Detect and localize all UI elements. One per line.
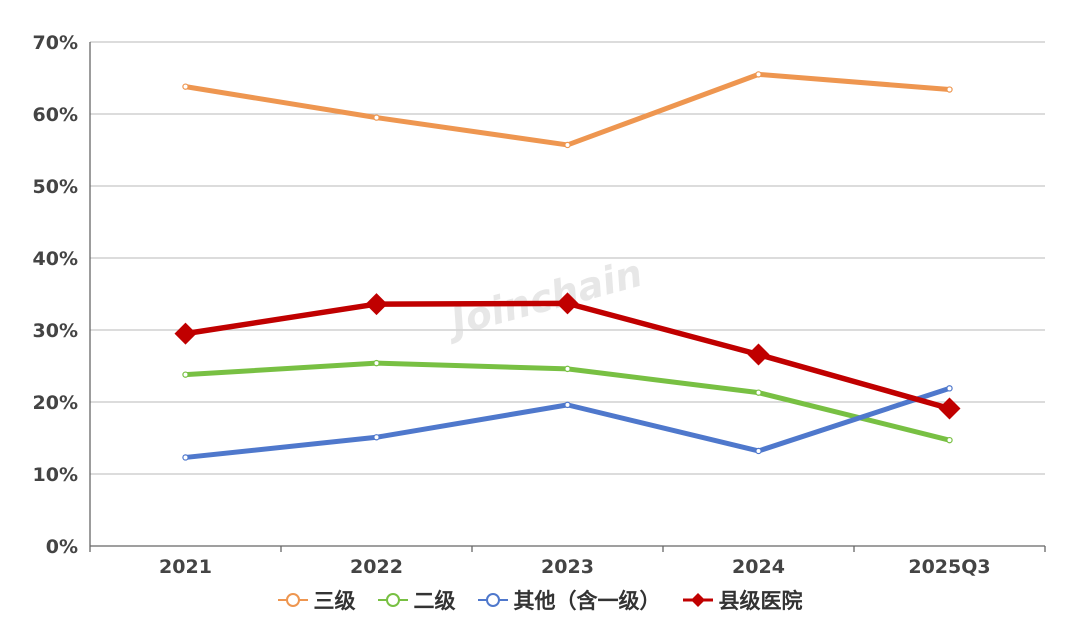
data-point <box>755 447 762 455</box>
y-tick-label: 60% <box>33 104 78 126</box>
legend-item-county[interactable]: 县级医院 <box>682 585 803 615</box>
x-axis-ticks: 2021 2022 2023 2024 2025Q3 <box>159 556 991 578</box>
y-tick-label: 50% <box>33 176 78 198</box>
y-axis-ticks: 0% 10% 20% 30% 40% 50% 60% 70% <box>33 32 78 558</box>
y-tick-label: 30% <box>33 320 78 342</box>
legend-label: 县级医院 <box>718 589 803 613</box>
series-0 <box>182 71 953 149</box>
legend-item-other[interactable]: 其他（含一级） <box>477 585 661 615</box>
series-2 <box>182 385 953 461</box>
data-point-diamond <box>747 343 770 366</box>
data-point-diamond <box>365 293 388 316</box>
legend-label: 三级 <box>313 589 356 613</box>
series-line <box>182 300 953 412</box>
legend-label: 其他（含一级） <box>513 589 661 613</box>
line-chart: Joinchain 0%10%20%30%40%50%60%70% 2021 20… <box>33 32 1046 578</box>
y-tick-label: 70% <box>33 32 78 54</box>
x-tick-label: 2024 <box>732 556 785 578</box>
data-point <box>182 454 189 461</box>
data-point <box>946 86 953 93</box>
legend: 三级 二级 其他（含一级） 县级医院 <box>0 585 1080 615</box>
x-tick-label: 2025Q3 <box>908 556 990 578</box>
legend-label: 二级 <box>413 589 456 613</box>
data-point-diamond <box>174 322 197 345</box>
y-tick-label: 20% <box>33 392 78 414</box>
x-tick-label: 2021 <box>159 556 212 578</box>
data-point <box>373 359 380 367</box>
x-tick-label: 2022 <box>350 556 403 578</box>
legend-item-secondary[interactable]: 二级 <box>377 585 456 615</box>
data-point <box>182 371 189 378</box>
series-3 <box>174 292 961 420</box>
data-point-diamond <box>556 292 579 315</box>
data-point <box>946 436 953 444</box>
axes <box>89 42 1046 552</box>
legend-swatch-circle-icon <box>377 592 408 608</box>
data-point <box>564 401 571 409</box>
legend-swatch-circle-icon <box>277 592 308 608</box>
data-point <box>946 385 953 392</box>
data-point <box>564 141 571 149</box>
data-point <box>755 71 762 78</box>
watermark: Joinchain <box>440 251 647 346</box>
x-tick-label: 2023 <box>541 556 594 578</box>
legend-item-tertiary[interactable]: 三级 <box>277 585 356 615</box>
y-tick-label: 10% <box>33 464 78 486</box>
data-point-diamond <box>938 397 961 420</box>
data-point <box>373 114 380 121</box>
data-point <box>755 389 762 396</box>
series-lines <box>174 71 961 461</box>
y-tick-label: 40% <box>33 248 78 270</box>
svg-text:Joinchain: Joinchain <box>440 251 647 346</box>
legend-swatch-circle-icon <box>477 592 508 608</box>
data-point <box>373 434 380 441</box>
gridlines <box>90 41 1045 475</box>
legend-swatch-diamond-icon <box>682 592 713 608</box>
series-1 <box>182 359 953 444</box>
data-point <box>182 83 189 90</box>
series-line <box>183 385 952 460</box>
series-line <box>183 71 952 148</box>
y-tick-label: 0% <box>46 536 78 558</box>
data-point <box>564 365 571 373</box>
